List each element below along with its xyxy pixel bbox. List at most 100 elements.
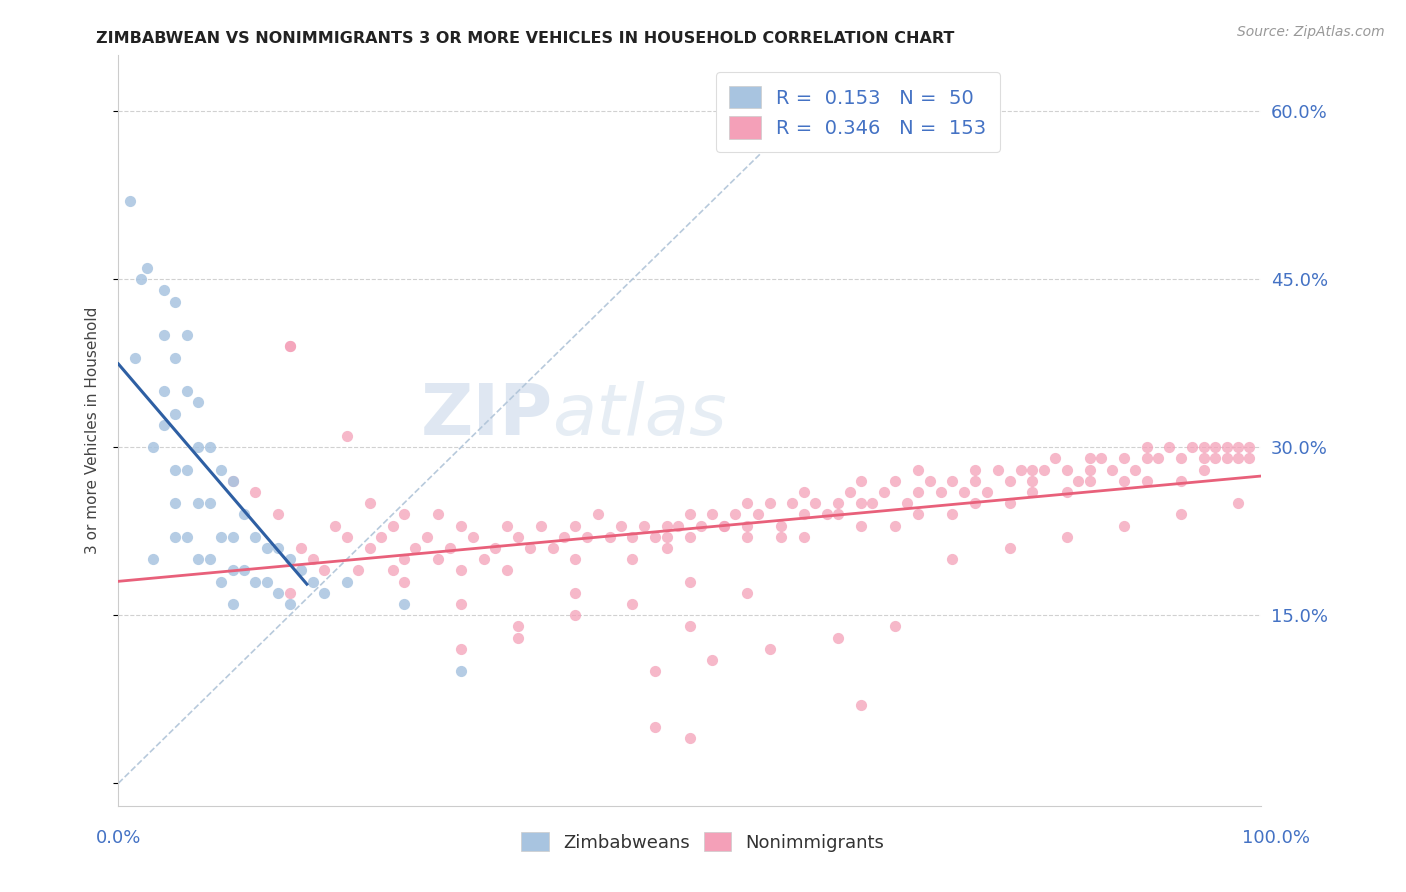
Point <box>495 563 517 577</box>
Point <box>245 485 267 500</box>
Text: Source: ZipAtlas.com: Source: ZipAtlas.com <box>1237 25 1385 39</box>
Point <box>541 541 564 555</box>
Text: 0.0%: 0.0% <box>96 829 141 847</box>
Point <box>849 518 872 533</box>
Point <box>564 552 586 566</box>
Point <box>769 530 792 544</box>
Point <box>267 541 290 555</box>
Text: ZIP: ZIP <box>420 381 553 450</box>
Point <box>1021 474 1043 488</box>
Point <box>450 563 472 577</box>
Point <box>998 541 1021 555</box>
Point <box>655 530 678 544</box>
Point <box>359 541 381 555</box>
Point <box>713 518 735 533</box>
Point <box>1136 474 1159 488</box>
Point <box>416 530 439 544</box>
Point <box>508 530 530 544</box>
Point <box>702 653 724 667</box>
Point <box>1021 462 1043 476</box>
Point <box>564 608 586 623</box>
Point <box>1078 451 1101 466</box>
Point <box>1067 474 1090 488</box>
Point <box>484 541 506 555</box>
Point <box>187 440 209 454</box>
Point <box>187 395 209 409</box>
Point <box>301 552 323 566</box>
Point <box>713 518 735 533</box>
Point <box>495 518 517 533</box>
Point <box>1170 508 1192 522</box>
Point <box>655 541 678 555</box>
Point <box>1112 518 1135 533</box>
Point <box>1215 451 1237 466</box>
Point <box>849 496 872 510</box>
Point <box>907 462 929 476</box>
Point <box>1045 451 1067 466</box>
Point <box>278 339 301 353</box>
Text: ZIMBABWEAN VS NONIMMIGRANTS 3 OR MORE VEHICLES IN HOUSEHOLD CORRELATION CHART: ZIMBABWEAN VS NONIMMIGRANTS 3 OR MORE VE… <box>96 31 955 46</box>
Point <box>941 474 963 488</box>
Point <box>998 496 1021 510</box>
Point <box>142 440 165 454</box>
Point <box>758 496 780 510</box>
Point <box>1090 451 1112 466</box>
Point <box>758 641 780 656</box>
Text: atlas: atlas <box>553 381 727 450</box>
Point <box>827 496 849 510</box>
Point <box>256 541 278 555</box>
Point <box>209 530 232 544</box>
Point <box>678 530 700 544</box>
Point <box>153 284 176 298</box>
Point <box>953 485 976 500</box>
Point <box>450 641 472 656</box>
Point <box>644 530 666 544</box>
Point <box>209 462 232 476</box>
Point <box>1181 440 1204 454</box>
Point <box>564 518 586 533</box>
Point <box>735 496 758 510</box>
Point <box>267 586 290 600</box>
Point <box>450 664 472 678</box>
Point <box>998 474 1021 488</box>
Point <box>198 552 221 566</box>
Point <box>1112 451 1135 466</box>
Point <box>678 731 700 746</box>
Point <box>290 563 312 577</box>
Point <box>965 474 987 488</box>
Point <box>1204 451 1226 466</box>
Point <box>678 574 700 589</box>
Point <box>153 328 176 343</box>
Point <box>644 720 666 734</box>
Point <box>735 586 758 600</box>
Point <box>1227 440 1250 454</box>
Point <box>165 407 187 421</box>
Y-axis label: 3 or more Vehicles in Household: 3 or more Vehicles in Household <box>86 307 100 554</box>
Point <box>586 508 609 522</box>
Point <box>278 586 301 600</box>
Point <box>1056 530 1078 544</box>
Point <box>392 597 415 611</box>
Point <box>347 563 370 577</box>
Point <box>965 462 987 476</box>
Point <box>793 530 815 544</box>
Point <box>530 518 553 533</box>
Point <box>381 518 404 533</box>
Point <box>987 462 1010 476</box>
Point <box>508 619 530 633</box>
Point <box>176 384 198 399</box>
Point <box>450 518 472 533</box>
Point <box>153 417 176 432</box>
Point <box>1192 440 1215 454</box>
Point <box>769 518 792 533</box>
Point <box>884 619 907 633</box>
Point <box>221 474 243 488</box>
Point <box>1192 462 1215 476</box>
Point <box>508 631 530 645</box>
Point <box>472 552 495 566</box>
Point <box>336 574 359 589</box>
Point <box>1078 462 1101 476</box>
Point <box>221 530 243 544</box>
Point <box>267 508 290 522</box>
Point <box>690 518 713 533</box>
